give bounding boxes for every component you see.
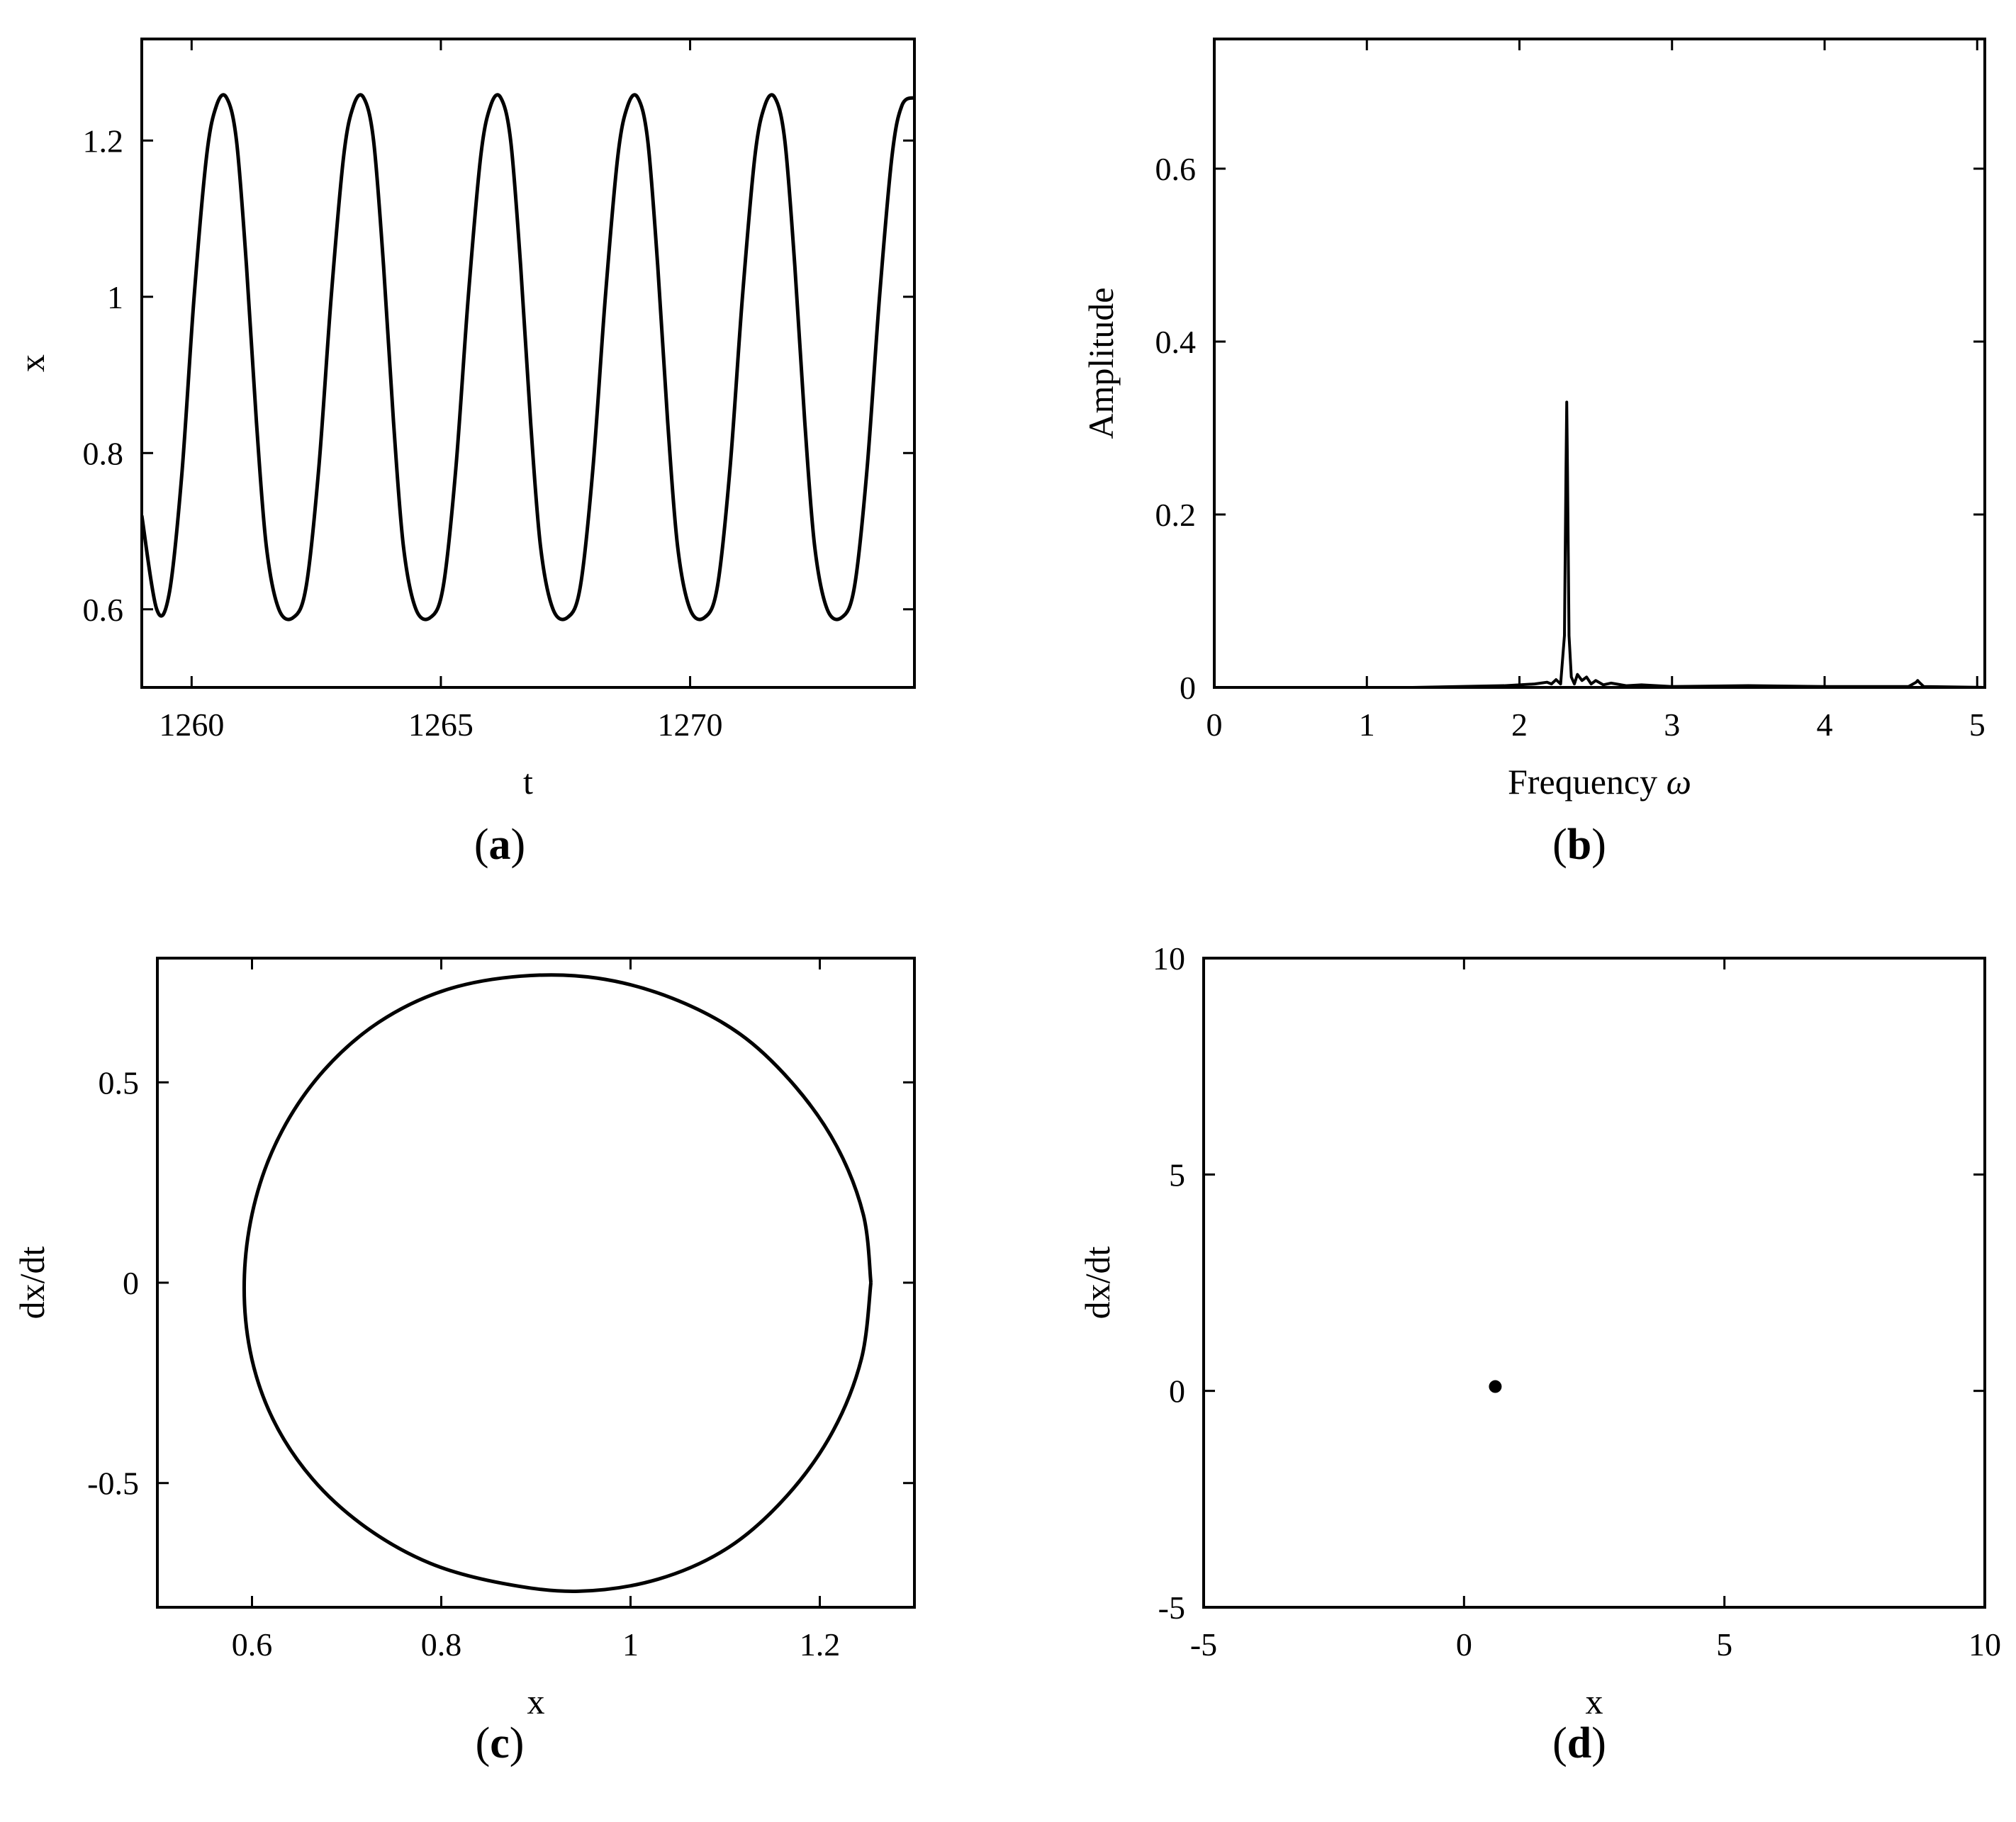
panel-letter: a [489,821,511,869]
plot-frame [140,38,916,689]
panel-label: (d) [1552,1719,1606,1767]
panel-paren-close: ) [1591,821,1606,869]
x-axis-label-text: x [1586,1682,1603,1721]
y-tick-label: 0 [1169,1373,1185,1410]
panel-label: (c) [476,1719,525,1767]
x-axis-label-text: x [527,1682,545,1721]
x-tick-label: 0.8 [421,1626,462,1663]
y-tick-label: 1.2 [83,123,124,159]
panel-letter: c [490,1719,510,1767]
chart-panel-d: -5 0 5 10 -5 0 5 10 x dx/dt (d) [1077,940,2001,1767]
y-tick-label: 0 [1180,670,1196,706]
x-tick-label: 4 [1816,707,1832,743]
y-tick-label: 1 [107,279,123,315]
panel-letter: d [1567,1719,1591,1767]
plot-frame [1202,957,1986,1609]
panel-paren-open: ( [474,821,489,869]
y-tick-label: -5 [1158,1590,1185,1626]
series-line [1214,400,1985,687]
panel-paren-close: ) [511,821,526,869]
x-axis-label: Frequency ω [1508,762,1691,802]
plot-frame [156,957,916,1609]
y-axis-label: Amplitude [1081,288,1121,439]
y-tick-label: 0 [123,1265,139,1301]
panel-label: (a) [474,821,525,869]
x-axis-label-symbol: ω [1667,762,1691,802]
panel-label: (b) [1552,821,1606,869]
chart-panel-a: 1260 1265 1270 0.6 0.8 1 1.2 t x (a) [12,38,916,869]
x-axis-label: x [527,1682,545,1721]
x-tick-label: 1265 [408,707,474,743]
panel-paren-open: ( [476,1719,491,1767]
panel-paren-close: ) [510,1719,525,1767]
y-tick-label: 5 [1169,1157,1185,1193]
x-tick-label: 5 [1969,707,1986,743]
x-axis-label: x [1586,1682,1603,1721]
y-axis-label: x [12,354,52,372]
y-tick-label: 0.2 [1155,497,1197,533]
x-tick-label: -5 [1190,1626,1217,1663]
plot-frame [1213,38,1986,689]
x-tick-label: 1.2 [800,1626,841,1663]
x-tick-label: 2 [1511,707,1528,743]
x-tick-label: 3 [1664,707,1680,743]
panel-paren-close: ) [1591,1719,1606,1767]
x-axis-label-text: Frequency [1508,762,1667,802]
series-line [142,93,914,622]
panel-paren-open: ( [1552,1719,1567,1767]
series-line [242,973,873,1593]
x-tick-label: 5 [1716,1626,1732,1663]
y-tick-label: -0.5 [87,1466,139,1502]
x-tick-label: 0.6 [232,1626,273,1663]
y-tick-label: 0.6 [1155,151,1197,187]
y-tick-label: 10 [1153,940,1185,977]
x-tick-label: 10 [1969,1626,2001,1663]
chart-panel-c: 0.6 0.8 1 1.2 -0.5 0 0.5 x dx/dt (c) [12,957,916,1767]
panel-paren-open: ( [1552,821,1567,869]
y-tick-label: 0.8 [83,435,124,471]
x-tick-label: 1260 [159,707,224,743]
scatter-point [1489,1380,1502,1393]
x-tick-label: 1270 [658,707,723,743]
panel-letter: b [1567,821,1591,869]
x-axis-label-text: t [523,762,533,802]
y-axis-label: dx/dt [1077,1247,1117,1320]
chart-panel-b: 0 1 2 3 4 5 0 0.2 0.4 0.6 Frequency ω Amplitude (b) [1081,38,1986,869]
y-tick-label: 0.6 [83,592,124,628]
x-tick-label: 1 [622,1626,639,1663]
x-tick-label: 0 [1456,1626,1472,1663]
y-axis-label: dx/dt [12,1247,52,1320]
x-tick-label: 0 [1206,707,1223,743]
x-axis-label: t [523,762,533,802]
x-tick-label: 1 [1359,707,1375,743]
y-tick-label: 0.4 [1155,324,1197,360]
y-tick-label: 0.5 [99,1064,140,1101]
